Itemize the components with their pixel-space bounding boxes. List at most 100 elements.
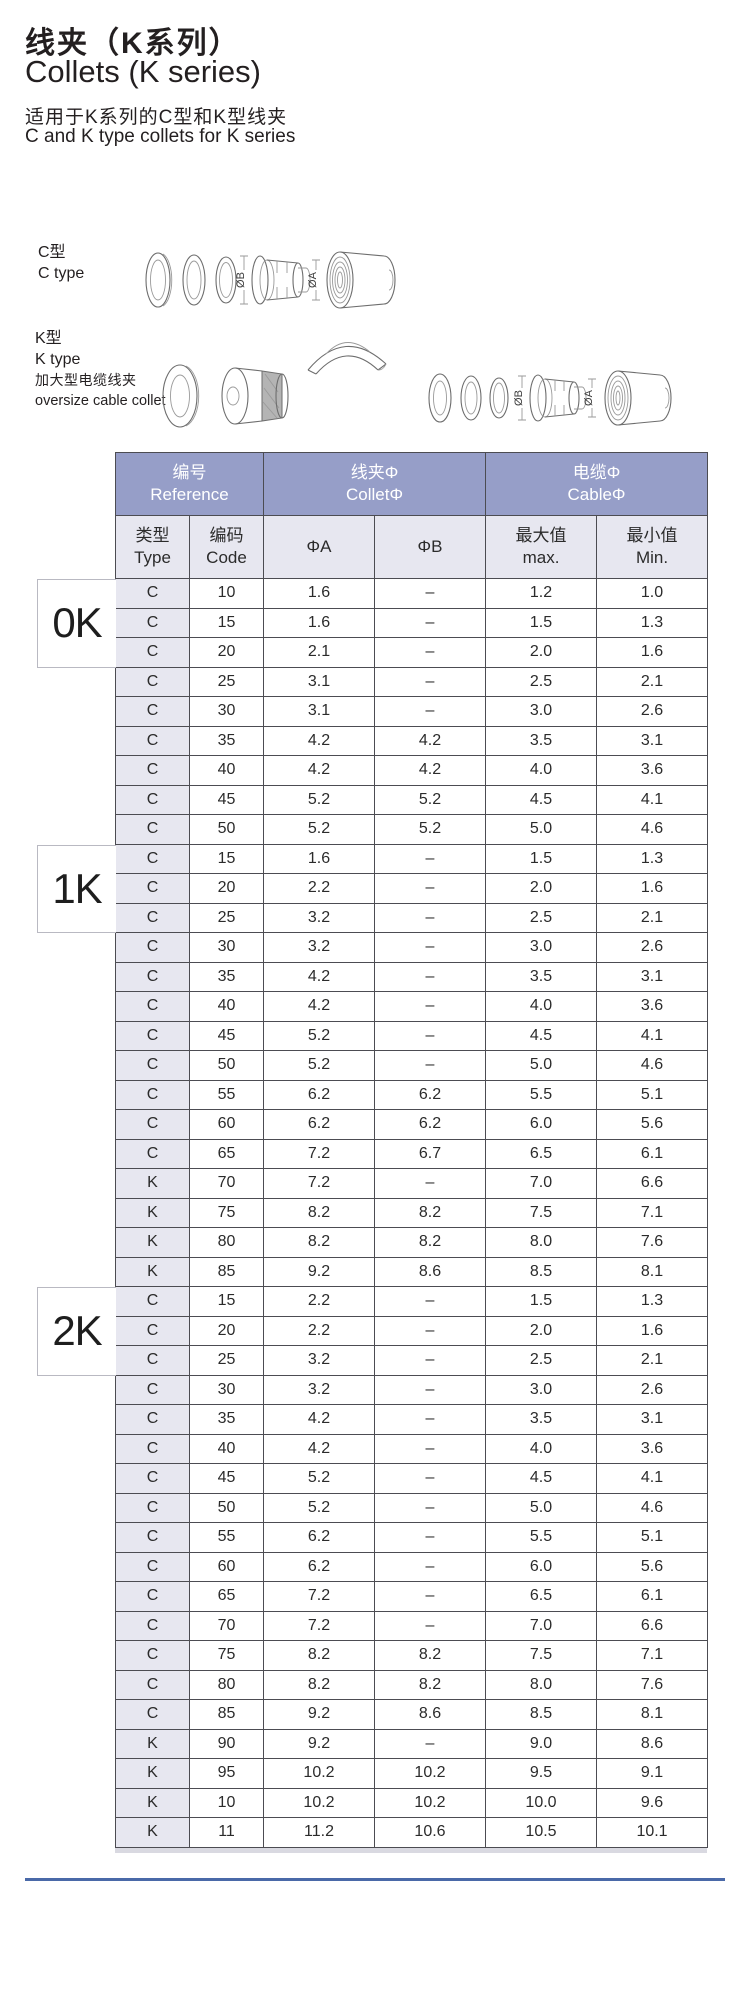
- bottom-divider: [25, 1878, 725, 1881]
- phi-a-cell: 2.2: [263, 873, 375, 904]
- type-cell: C: [115, 1640, 190, 1671]
- min-cell: 2.1: [595, 1345, 709, 1376]
- phi-a-cell: 6.2: [263, 1551, 375, 1582]
- phi-a-cell: 8.2: [263, 1669, 375, 1700]
- max-cell: 3.5: [485, 1404, 597, 1435]
- max-cell: 7.5: [485, 1197, 597, 1228]
- table-row: C 60 6.2–6.0 5.6: [115, 1551, 709, 1582]
- code-cell: 50: [189, 1050, 264, 1081]
- header-reference-zh: 编号: [172, 463, 207, 482]
- code-cell: 80: [189, 1227, 264, 1258]
- k-type-label-zh2: 加大型电缆线夹: [35, 372, 137, 388]
- header-min-zh: 最小值: [626, 526, 678, 545]
- max-cell: 5.5: [485, 1522, 597, 1553]
- code-cell: 85: [189, 1699, 264, 1730]
- code-cell: 35: [189, 961, 264, 992]
- min-cell: 6.1: [595, 1138, 709, 1169]
- header-phi-b: ΦB: [374, 515, 486, 579]
- phi-b-cell: 8.2: [374, 1640, 486, 1671]
- min-cell: 7.1: [595, 1640, 709, 1671]
- page-subtitle-en: C and K type collets for K series: [25, 126, 296, 147]
- type-cell: K: [115, 1758, 190, 1789]
- max-cell: 10.5: [485, 1817, 597, 1848]
- code-cell: 65: [189, 1581, 264, 1612]
- header-type: 类型 Type: [115, 515, 190, 579]
- min-cell: 1.3: [595, 843, 709, 874]
- table-row: C 35 4.2–3.5 3.1: [115, 1404, 709, 1435]
- min-cell: 3.6: [595, 1433, 709, 1464]
- phi-a-cell: 6.2: [263, 1522, 375, 1553]
- table-row: K 95 10.2 10.2 9.5 9.1: [115, 1758, 709, 1789]
- type-cell: C: [115, 1109, 190, 1140]
- max-cell: 2.5: [485, 1345, 597, 1376]
- min-cell: 7.6: [595, 1227, 709, 1258]
- c-type-label: C型 C type: [38, 242, 84, 284]
- phi-b-cell: –: [374, 1315, 486, 1346]
- code-cell: 20: [189, 637, 264, 668]
- phi-b-cell: –: [374, 902, 486, 933]
- c-type-diagram: ØB ØA: [140, 228, 410, 338]
- k-type-label-en: K type: [35, 351, 81, 368]
- table-row: C 70 7.2–7.0 6.6: [115, 1610, 709, 1641]
- phi-b-cell: –: [374, 1492, 486, 1523]
- min-cell: 10.1: [595, 1817, 709, 1848]
- min-cell: 5.6: [595, 1551, 709, 1582]
- phi-a-cell: 9.2: [263, 1728, 375, 1759]
- header-reference-en: Reference: [150, 485, 229, 504]
- code-cell: 55: [189, 1522, 264, 1553]
- table-row: C 35 4.2–3.5 3.1: [115, 961, 709, 992]
- min-cell: 4.1: [595, 1463, 709, 1494]
- type-cell: K: [115, 1168, 190, 1199]
- max-cell: 6.0: [485, 1551, 597, 1582]
- type-cell: C: [115, 1522, 190, 1553]
- page-title-zh: 线夹（K系列）: [25, 27, 241, 60]
- code-cell: 40: [189, 755, 264, 786]
- table-row: K 90 9.2–9.0 8.6: [115, 1728, 709, 1759]
- max-cell: 8.5: [485, 1256, 597, 1287]
- type-cell: C: [115, 637, 190, 668]
- phi-a-cell: 3.1: [263, 696, 375, 727]
- min-cell: 2.6: [595, 932, 709, 963]
- type-cell: C: [115, 814, 190, 845]
- type-cell: K: [115, 1728, 190, 1759]
- phi-b-cell: 8.2: [374, 1227, 486, 1258]
- min-cell: 1.0: [595, 578, 709, 609]
- code-cell: 50: [189, 1492, 264, 1523]
- type-cell: C: [115, 932, 190, 963]
- phi-a-cell: 2.2: [263, 1286, 375, 1317]
- phi-a-cell: 4.2: [263, 961, 375, 992]
- phi-b-cell: –: [374, 1020, 486, 1051]
- table-row: C 25 3.2–2.5 2.1: [115, 1345, 709, 1376]
- min-cell: 5.1: [595, 1079, 709, 1110]
- min-cell: 3.1: [595, 725, 709, 756]
- phi-a-cell: 6.2: [263, 1109, 375, 1140]
- type-cell: C: [115, 696, 190, 727]
- type-cell: C: [115, 1463, 190, 1494]
- header-phi-a: ΦA: [263, 515, 375, 579]
- type-cell: C: [115, 784, 190, 815]
- min-cell: 6.6: [595, 1168, 709, 1199]
- code-cell: 50: [189, 814, 264, 845]
- phi-b-cell: –: [374, 666, 486, 697]
- phi-b-cell: 10.2: [374, 1787, 486, 1818]
- phi-a-cell: 5.2: [263, 784, 375, 815]
- header-collet-en: ColletΦ: [345, 485, 404, 504]
- phi-a-cell: 5.2: [263, 1463, 375, 1494]
- phi-b-cell: –: [374, 637, 486, 668]
- type-cell: C: [115, 1433, 190, 1464]
- table-row: C 15 1.6–1.5 1.3: [115, 843, 709, 874]
- max-cell: 6.0: [485, 1109, 597, 1140]
- code-cell: 75: [189, 1197, 264, 1228]
- phi-b-cell: –: [374, 1551, 486, 1582]
- code-cell: 20: [189, 1315, 264, 1346]
- table-row: C 65 7.2 6.7 6.5 6.1: [115, 1138, 709, 1169]
- phi-a-cell: 10.2: [263, 1787, 375, 1818]
- code-cell: 45: [189, 784, 264, 815]
- table-row: C 45 5.2–4.5 4.1: [115, 1463, 709, 1494]
- phi-a-cell: 9.2: [263, 1699, 375, 1730]
- type-cell: C: [115, 666, 190, 697]
- max-cell: 9.0: [485, 1728, 597, 1759]
- code-cell: 60: [189, 1551, 264, 1582]
- phi-b-cell: –: [374, 1610, 486, 1641]
- code-cell: 70: [189, 1168, 264, 1199]
